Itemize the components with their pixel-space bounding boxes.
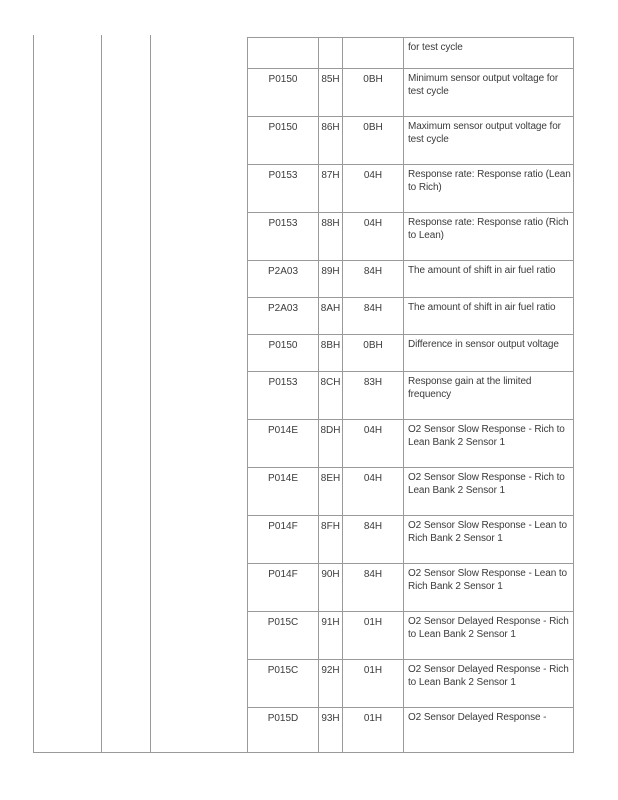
table-row: P015C 91H 01H O2 Sensor Delayed Response…	[247, 611, 574, 660]
table-row: P2A03 89H 84H The amount of shift in air…	[247, 260, 574, 298]
table-row: P014E 8EH 04H O2 Sensor Slow Response - …	[247, 467, 574, 516]
test-id-hex-cell: 86H	[318, 116, 343, 165]
test-id-hex-cell: 92H	[318, 659, 343, 708]
table-body: for test cycle P0150 85H 0BH Minimum sen…	[247, 37, 574, 753]
table-row: P014F 8FH 84H O2 Sensor Slow Response - …	[247, 515, 574, 564]
dtc-code-cell: P015D	[247, 707, 319, 753]
description-cell: O2 Sensor Slow Response - Lean to Rich B…	[403, 515, 574, 564]
table-row: P0153 87H 04H Response rate: Response ra…	[247, 164, 574, 213]
test-id-hex-cell: 85H	[318, 68, 343, 117]
comp-id-hex-cell: 84H	[342, 563, 404, 612]
description-cell: Response gain at the limited frequency	[403, 371, 574, 420]
table-row: P0153 8CH 83H Response gain at the limit…	[247, 371, 574, 420]
table-row: P014E 8DH 04H O2 Sensor Slow Response - …	[247, 419, 574, 468]
test-id-hex-cell	[318, 37, 343, 69]
comp-id-hex-cell: 01H	[342, 611, 404, 660]
description-cell: O2 Sensor Delayed Response -	[403, 707, 574, 753]
dtc-code-cell: P015C	[247, 659, 319, 708]
comp-id-hex-cell: 0BH	[342, 334, 404, 372]
dtc-code-cell	[247, 37, 319, 69]
outer-table-column-rule-2	[101, 35, 102, 753]
table-row: P0150 8BH 0BH Difference in sensor outpu…	[247, 334, 574, 372]
test-id-hex-cell: 91H	[318, 611, 343, 660]
comp-id-hex-cell: 04H	[342, 212, 404, 261]
dtc-code-cell: P014F	[247, 515, 319, 564]
dtc-code-cell: P0150	[247, 334, 319, 372]
test-id-hex-cell: 8DH	[318, 419, 343, 468]
comp-id-hex-cell: 04H	[342, 467, 404, 516]
table-row: P0150 85H 0BH Minimum sensor output volt…	[247, 68, 574, 117]
comp-id-hex-cell	[342, 37, 404, 69]
table-row: P014F 90H 84H O2 Sensor Slow Response - …	[247, 563, 574, 612]
dtc-code-cell: P0153	[247, 371, 319, 420]
description-cell: O2 Sensor Delayed Response - Rich to Lea…	[403, 611, 574, 660]
dtc-code-cell: P0153	[247, 212, 319, 261]
outer-table-column-rule-1	[33, 35, 34, 753]
description-cell: O2 Sensor Slow Response - Rich to Lean B…	[403, 419, 574, 468]
test-id-hex-cell: 87H	[318, 164, 343, 213]
dtc-code-cell: P0150	[247, 68, 319, 117]
test-id-hex-cell: 8EH	[318, 467, 343, 516]
description-cell: Maximum sensor output voltage for test c…	[403, 116, 574, 165]
comp-id-hex-cell: 83H	[342, 371, 404, 420]
table-row: P0150 86H 0BH Maximum sensor output volt…	[247, 116, 574, 165]
dtc-code-cell: P015C	[247, 611, 319, 660]
test-id-hex-cell: 89H	[318, 260, 343, 298]
comp-id-hex-cell: 01H	[342, 659, 404, 708]
comp-id-hex-cell: 0BH	[342, 68, 404, 117]
description-cell: Response rate: Response ratio (Lean to R…	[403, 164, 574, 213]
dtc-code-cell: P0153	[247, 164, 319, 213]
description-cell: O2 Sensor Slow Response - Rich to Lean B…	[403, 467, 574, 516]
dtc-code-cell: P014F	[247, 563, 319, 612]
test-id-hex-cell: 8BH	[318, 334, 343, 372]
comp-id-hex-cell: 04H	[342, 164, 404, 213]
description-cell: Response rate: Response ratio (Rich to L…	[403, 212, 574, 261]
description-cell: O2 Sensor Slow Response - Lean to Rich B…	[403, 563, 574, 612]
dtc-parameter-table: for test cycle P0150 85H 0BH Minimum sen…	[247, 37, 574, 753]
comp-id-hex-cell: 01H	[342, 707, 404, 753]
table-row: for test cycle	[247, 37, 574, 69]
table-row: P0153 88H 04H Response rate: Response ra…	[247, 212, 574, 261]
table-row: P015D 93H 01H O2 Sensor Delayed Response…	[247, 707, 574, 753]
test-id-hex-cell: 88H	[318, 212, 343, 261]
dtc-code-cell: P2A03	[247, 260, 319, 298]
test-id-hex-cell: 8CH	[318, 371, 343, 420]
description-cell: O2 Sensor Delayed Response - Rich to Lea…	[403, 659, 574, 708]
dtc-code-cell: P014E	[247, 467, 319, 516]
dtc-code-cell: P0150	[247, 116, 319, 165]
description-cell: Difference in sensor output voltage	[403, 334, 574, 372]
description-cell: Minimum sensor output voltage for test c…	[403, 68, 574, 117]
test-id-hex-cell: 8FH	[318, 515, 343, 564]
dtc-code-cell: P014E	[247, 419, 319, 468]
test-id-hex-cell: 90H	[318, 563, 343, 612]
description-cell: The amount of shift in air fuel ratio	[403, 297, 574, 335]
comp-id-hex-cell: 84H	[342, 260, 404, 298]
outer-table-bottom-border	[33, 752, 247, 753]
outer-table-column-rule-3	[150, 35, 151, 753]
table-row: P2A03 8AH 84H The amount of shift in air…	[247, 297, 574, 335]
dtc-code-cell: P2A03	[247, 297, 319, 335]
comp-id-hex-cell: 04H	[342, 419, 404, 468]
table-row: P015C 92H 01H O2 Sensor Delayed Response…	[247, 659, 574, 708]
comp-id-hex-cell: 84H	[342, 297, 404, 335]
comp-id-hex-cell: 0BH	[342, 116, 404, 165]
comp-id-hex-cell: 84H	[342, 515, 404, 564]
description-cell: The amount of shift in air fuel ratio	[403, 260, 574, 298]
description-cell: for test cycle	[403, 37, 574, 69]
test-id-hex-cell: 93H	[318, 707, 343, 753]
test-id-hex-cell: 8AH	[318, 297, 343, 335]
